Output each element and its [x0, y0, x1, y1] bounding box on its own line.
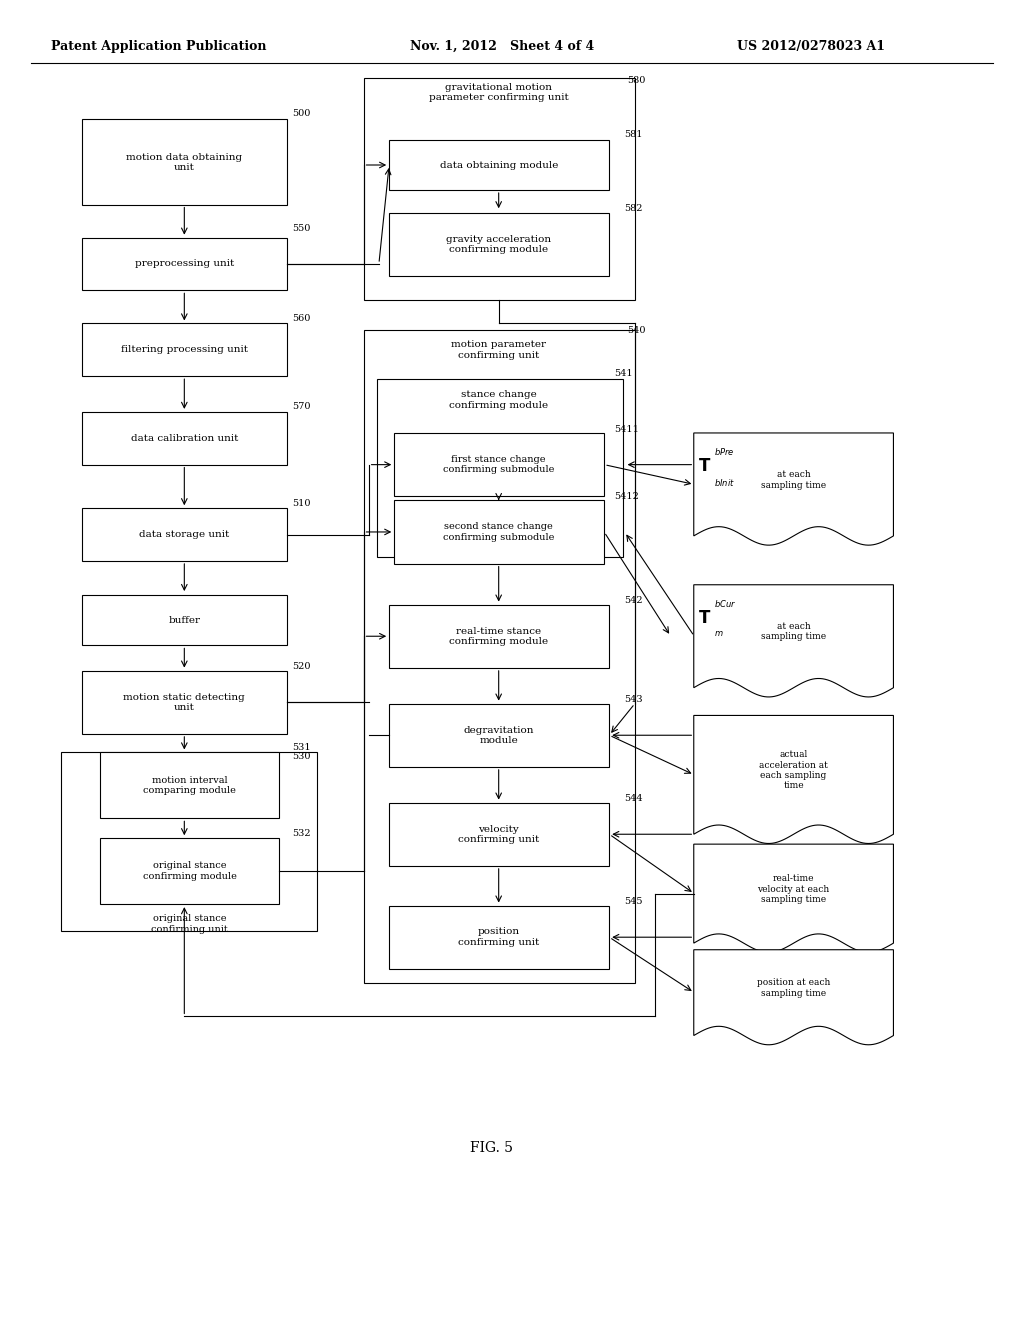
Text: 542: 542 [625, 597, 643, 606]
FancyBboxPatch shape [61, 752, 317, 931]
Text: 580: 580 [627, 77, 645, 86]
FancyBboxPatch shape [82, 412, 287, 465]
Text: motion static detecting
unit: motion static detecting unit [124, 693, 245, 711]
FancyBboxPatch shape [389, 906, 608, 969]
FancyBboxPatch shape [364, 78, 635, 300]
Text: 582: 582 [625, 205, 643, 214]
FancyBboxPatch shape [389, 605, 608, 668]
FancyBboxPatch shape [393, 500, 604, 564]
Text: 570: 570 [292, 403, 310, 412]
Text: preprocessing unit: preprocessing unit [135, 260, 233, 268]
Text: 510: 510 [292, 499, 310, 508]
PathPatch shape [694, 585, 893, 697]
Text: 541: 541 [614, 370, 633, 379]
Text: motion interval
comparing module: motion interval comparing module [143, 776, 236, 795]
PathPatch shape [694, 845, 893, 952]
Text: 545: 545 [625, 898, 643, 907]
FancyBboxPatch shape [82, 508, 287, 561]
Text: US 2012/0278023 A1: US 2012/0278023 A1 [737, 40, 886, 53]
FancyBboxPatch shape [377, 379, 623, 557]
FancyBboxPatch shape [82, 595, 287, 645]
Text: real-time
velocity at each
sampling time: real-time velocity at each sampling time [758, 874, 829, 904]
FancyBboxPatch shape [82, 238, 287, 290]
Text: real-time stance
confirming module: real-time stance confirming module [450, 627, 548, 645]
Text: $bInit$: $bInit$ [714, 477, 734, 488]
Text: 581: 581 [625, 131, 643, 140]
PathPatch shape [694, 715, 893, 843]
Text: 550: 550 [292, 224, 310, 234]
Text: buffer: buffer [168, 616, 201, 624]
Text: FIG. 5: FIG. 5 [470, 1142, 513, 1155]
Text: actual
acceleration at
each sampling
time: actual acceleration at each sampling tim… [759, 750, 828, 791]
Text: 560: 560 [292, 314, 310, 323]
Text: gravity acceleration
confirming module: gravity acceleration confirming module [446, 235, 551, 253]
PathPatch shape [694, 950, 893, 1044]
Text: Nov. 1, 2012   Sheet 4 of 4: Nov. 1, 2012 Sheet 4 of 4 [410, 40, 594, 53]
Text: 5411: 5411 [614, 425, 639, 434]
Text: Patent Application Publication: Patent Application Publication [51, 40, 266, 53]
PathPatch shape [694, 433, 893, 545]
Text: 5412: 5412 [614, 492, 639, 502]
Text: $\mathbf{T}$: $\mathbf{T}$ [698, 610, 712, 627]
Text: motion parameter
confirming unit: motion parameter confirming unit [452, 341, 546, 359]
Text: $bCur$: $bCur$ [714, 598, 736, 610]
Text: 543: 543 [625, 696, 643, 705]
FancyBboxPatch shape [100, 838, 279, 904]
Text: velocity
confirming unit: velocity confirming unit [458, 825, 540, 843]
Text: 532: 532 [292, 829, 310, 838]
Text: 520: 520 [292, 663, 310, 672]
FancyBboxPatch shape [364, 330, 635, 983]
Text: position at each
sampling time: position at each sampling time [757, 978, 830, 998]
Text: data calibration unit: data calibration unit [131, 434, 238, 442]
FancyBboxPatch shape [82, 120, 287, 205]
FancyBboxPatch shape [82, 323, 287, 376]
FancyBboxPatch shape [389, 140, 608, 190]
Text: data obtaining module: data obtaining module [439, 161, 558, 169]
Text: at each
sampling time: at each sampling time [761, 470, 826, 490]
Text: motion data obtaining
unit: motion data obtaining unit [126, 153, 243, 172]
Text: gravitational motion
parameter confirming unit: gravitational motion parameter confirmin… [429, 83, 568, 102]
Text: original stance
confirming unit: original stance confirming unit [152, 915, 227, 933]
Text: at each
sampling time: at each sampling time [761, 622, 826, 642]
Text: filtering processing unit: filtering processing unit [121, 346, 248, 354]
FancyBboxPatch shape [393, 433, 604, 496]
FancyBboxPatch shape [389, 213, 608, 276]
Text: $\mathbf{T}$: $\mathbf{T}$ [698, 458, 712, 475]
Text: 531: 531 [292, 743, 310, 752]
Text: 540: 540 [627, 326, 645, 335]
Text: position
confirming unit: position confirming unit [458, 928, 540, 946]
Text: 500: 500 [292, 110, 310, 119]
FancyBboxPatch shape [100, 752, 279, 818]
Text: original stance
confirming module: original stance confirming module [142, 862, 237, 880]
FancyBboxPatch shape [82, 671, 287, 734]
Text: degravitation
module: degravitation module [464, 726, 534, 744]
Text: 544: 544 [625, 795, 643, 804]
Text: $m$: $m$ [714, 630, 723, 639]
Text: stance change
confirming module: stance change confirming module [450, 391, 548, 409]
FancyBboxPatch shape [389, 704, 608, 767]
FancyBboxPatch shape [389, 803, 608, 866]
Text: second stance change
confirming submodule: second stance change confirming submodul… [443, 523, 554, 541]
Text: $bPre$: $bPre$ [714, 446, 734, 458]
Text: 530: 530 [292, 752, 310, 762]
Text: first stance change
confirming submodule: first stance change confirming submodule [443, 455, 554, 474]
Text: data storage unit: data storage unit [139, 531, 229, 539]
